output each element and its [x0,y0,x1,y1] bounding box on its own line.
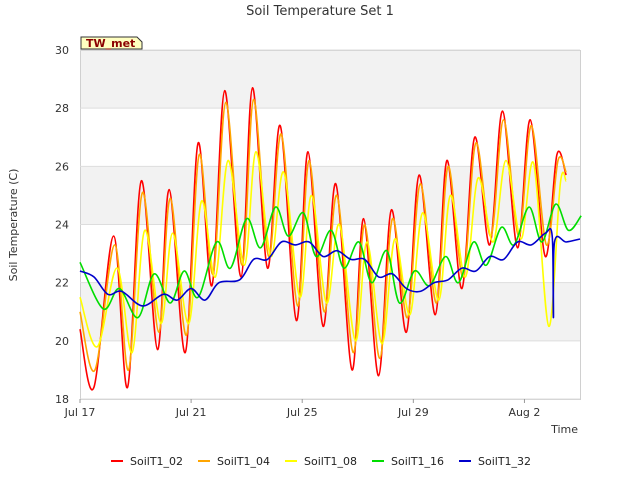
series-line-soilt1_02 [79,86,567,391]
y-axis-ticks: 18 20 22 24 26 28 30 [55,44,69,406]
x-tick-label: Jul 17 [64,406,96,419]
y-tick-label: 24 [55,219,69,232]
series-line-soilt1_08 [79,150,567,354]
y-tick-label: 28 [55,102,69,115]
y-tick-label: 30 [55,44,69,57]
x-tick-label: Jul 21 [175,406,207,419]
series-line-soilt1_16 [79,203,582,319]
y-tick-label: 20 [55,335,69,348]
y-axis-title: Soil Temperature (C) [7,169,20,282]
background-band [80,108,580,167]
legend-label: SoilT1_32 [478,455,531,468]
x-tick-label: Aug 2 [508,406,540,419]
legend-label: SoilT1_04 [217,455,270,468]
legend-label: SoilT1_16 [391,455,444,468]
badge-label: TW_met [86,37,135,50]
x-tick-label: Jul 25 [286,406,318,419]
series-lines [79,86,582,391]
x-tick-label: Jul 29 [397,406,429,419]
series-line-soilt1_32 [79,227,581,319]
x-axis-ticks: Jul 17 Jul 21 Jul 25 Jul 29 Aug 2 [64,399,540,419]
y-tick-label: 22 [55,277,69,290]
legend-label: SoilT1_08 [304,455,357,468]
background-band [80,340,580,399]
y-tick-label: 26 [55,160,69,173]
y-tick-label: 18 [55,393,69,406]
legend: SoilT1_02 SoilT1_04 SoilT1_08 SoilT1_16 Soil… [111,455,531,468]
tw-met-badge: TW_met [80,36,143,50]
chart-title: Soil Temperature Set 1 [246,4,394,19]
series-line-soilt1_04 [79,98,567,373]
legend-label: SoilT1_02 [130,455,183,468]
background-band [80,50,580,109]
x-axis-title: Time [550,423,578,436]
background-band [80,166,580,225]
